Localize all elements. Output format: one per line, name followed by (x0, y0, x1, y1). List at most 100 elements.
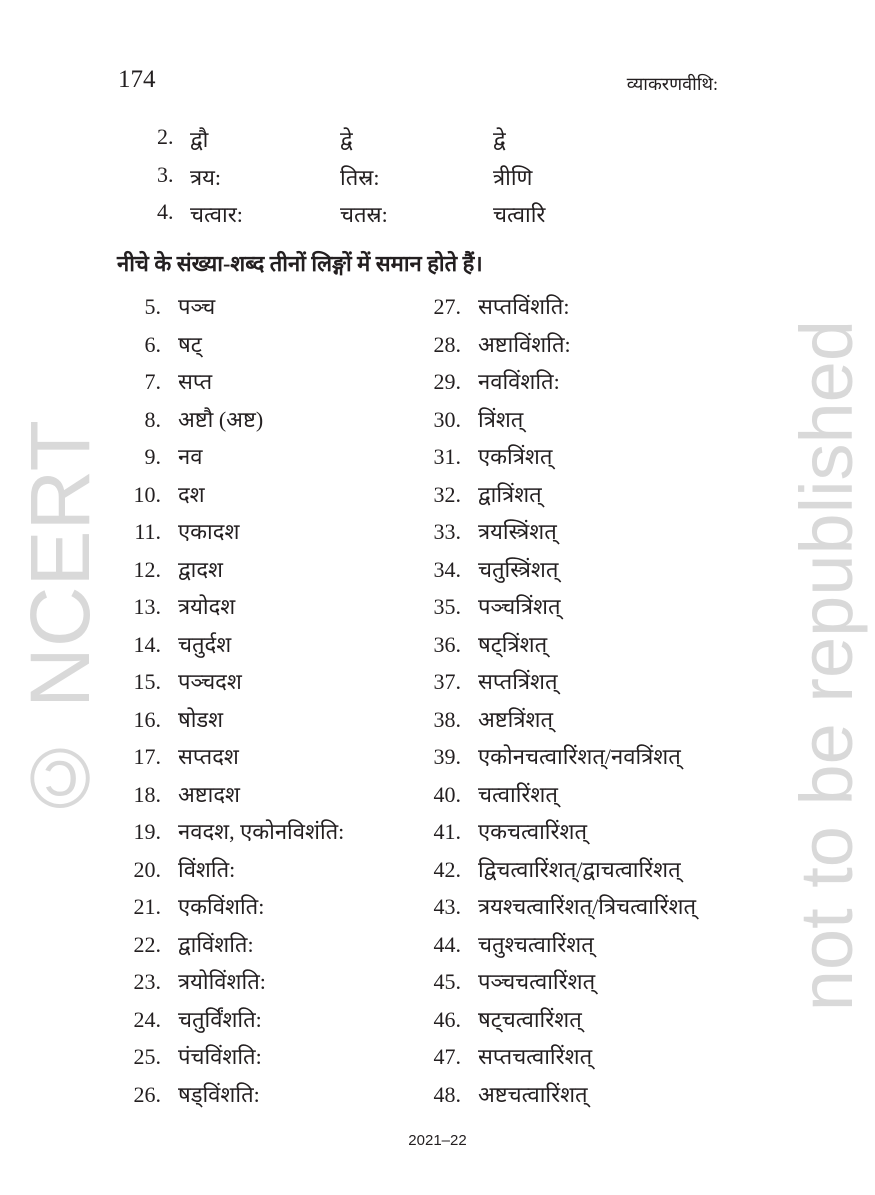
list-item: 41. एकचत्वारिंशत् (420, 815, 780, 853)
list-item: 21. एकविंशति: (0, 890, 410, 928)
numeral-word: त्रयोविंशति: (178, 969, 266, 994)
item-number: 19. (133, 819, 162, 844)
item-number: 30. (433, 406, 462, 432)
numeral-word: त्रयस्त्रिंशत् (478, 519, 557, 544)
numeral-word: षड्विंशति: (178, 1081, 260, 1107)
numeral-word: द्वाविंशति: (178, 931, 254, 957)
item-number: 42. (433, 856, 462, 882)
item-number: 23. (133, 969, 162, 994)
item-number: 44. (433, 931, 462, 957)
table-row: 3. त्रय: तिस्र: त्रीणि (0, 162, 700, 200)
item-number: 5. (144, 294, 162, 319)
item-number: 21. (133, 894, 162, 919)
item-number: 27. (433, 294, 462, 319)
item-number: 18. (133, 781, 162, 807)
item-number: 17. (133, 744, 162, 769)
running-head: व्याकरणवीथि: (626, 74, 718, 94)
numeral-word: सप्त (178, 369, 213, 394)
watermark-not-republished: not to be republished (785, 320, 868, 1012)
numeral-word: सप्तविंशति: (478, 294, 570, 319)
list-item: 47. सप्तचत्वारिंशत् (420, 1040, 780, 1078)
list-item: 42. द्विचत्वारिंशत्/द्वाचत्वारिंशत् (420, 853, 780, 891)
list-item: 12. द्वादश (0, 553, 410, 591)
numeral-word: षट् (178, 331, 202, 357)
item-number: 37. (433, 669, 462, 694)
feminine-form: द्वे (340, 127, 353, 152)
list-item: 28. अष्टाविंशति: (420, 328, 780, 366)
item-number: 46. (433, 1006, 462, 1032)
numeral-word: पञ्चचत्वारिंशत् (478, 969, 596, 994)
item-number: 45. (433, 969, 462, 994)
list-item: 5. पञ्च (0, 290, 410, 328)
list-item: 16. षोडश (0, 703, 410, 741)
list-item: 11. एकादश (0, 515, 410, 553)
list-item: 17. सप्तदश (0, 740, 410, 778)
numeral-word: नवविंशति: (478, 369, 560, 394)
numeral-word: पञ्चत्रिंशत् (478, 594, 561, 619)
list-item: 40. चत्वारिंशत् (420, 778, 780, 816)
list-item: 24. चतुर्विंशति: (0, 1003, 410, 1041)
list-item: 44. चतुश्चत्वारिंशत् (420, 928, 780, 966)
numeral-word: विंशति: (178, 856, 236, 882)
item-number: 34. (433, 556, 462, 582)
feminine-form: चतस्र: (340, 202, 388, 227)
numeral-word: त्रयोदश (178, 594, 236, 619)
numeral-word: सप्तदश (178, 744, 239, 769)
neuter-form: द्वे (493, 127, 506, 152)
list-item: 19. नवदश, एकोनविशंति: (0, 815, 410, 853)
numeral-list-left: 5. पञ्च 6. षट् 7. सप्त 8. अष्टौ (अष्ट) 9. नव 10. दश… (0, 290, 410, 1115)
item-number: 10. (133, 481, 162, 507)
numeral-word: अष्टौ (अष्ट) (178, 406, 264, 432)
item-number: 11. (134, 519, 161, 544)
masculine-form: त्रय: (190, 165, 222, 190)
list-item: 27. सप्तविंशति: (420, 290, 780, 328)
numeral-word: पञ्चदश (178, 669, 242, 694)
masculine-form: द्वौ (190, 127, 209, 152)
item-number: 33. (433, 519, 462, 544)
list-item: 15. पञ्चदश (0, 665, 410, 703)
numeral-word: एकादश (178, 519, 240, 544)
item-number: 39. (433, 744, 462, 769)
list-item: 33. त्रयस्त्रिंशत् (420, 515, 780, 553)
list-item: 35. पञ्चत्रिंशत् (420, 590, 780, 628)
item-number: 26. (133, 1081, 162, 1107)
list-item: 7. सप्त (0, 365, 410, 403)
list-item: 10. दश (0, 478, 410, 516)
item-number: 38. (433, 706, 462, 732)
list-item: 26. षड्विंशति: (0, 1078, 410, 1116)
item-number: 43. (433, 894, 462, 919)
numeral-word: दश (178, 481, 205, 507)
numeral-word: एकचत्वारिंशत् (478, 819, 587, 844)
neuter-form: चत्वारि (493, 202, 546, 227)
list-item: 34. चतुस्त्रिंशत् (420, 553, 780, 591)
item-number: 16. (133, 706, 162, 732)
table-row: 2. द्वौ द्वे द्वे (0, 124, 700, 162)
numeral-word: षट्चत्वारिंशत् (478, 1006, 582, 1032)
list-item: 23. त्रयोविंशति: (0, 965, 410, 1003)
item-number: 48. (433, 1081, 462, 1107)
numeral-word: एकोनचत्वारिंशत्/नवत्रिंशत् (478, 744, 681, 769)
page-number: 174 (118, 66, 156, 93)
numeral-word: अष्टचत्वारिंशत् (478, 1081, 588, 1107)
numeral-word: सप्तचत्वारिंशत् (478, 1044, 593, 1069)
list-item: 14. चतुर्दश (0, 628, 410, 666)
item-number: 29. (433, 369, 462, 394)
item-number: 28. (433, 331, 462, 357)
list-item: 30. त्रिंशत् (420, 403, 780, 441)
row-number: 2. (157, 124, 174, 149)
list-item: 29. नवविंशति: (420, 365, 780, 403)
numeral-word: एकत्रिंशत् (478, 444, 553, 469)
list-item: 45. पञ्चचत्वारिंशत् (420, 965, 780, 1003)
numeral-word: पञ्च (178, 294, 216, 319)
list-item: 36. षट्त्रिंशत् (420, 628, 780, 666)
list-item: 20. विंशति: (0, 853, 410, 891)
numeral-word: द्वात्रिंशत् (478, 481, 542, 507)
table-row: 4. चत्वार: चतस्र: चत्वारि (0, 199, 700, 237)
numeral-word: षट्त्रिंशत् (478, 631, 548, 657)
item-number: 15. (133, 669, 162, 694)
item-number: 12. (133, 556, 162, 582)
list-item: 46. षट्चत्वारिंशत् (420, 1003, 780, 1041)
list-item: 37. सप्तत्रिंशत् (420, 665, 780, 703)
numeral-word: सप्तत्रिंशत् (478, 669, 558, 694)
masculine-form: चत्वार: (190, 202, 243, 227)
